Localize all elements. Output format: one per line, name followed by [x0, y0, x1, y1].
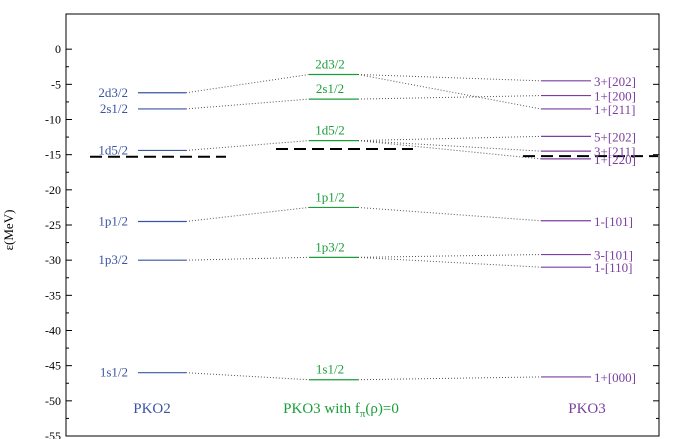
y-tick-label: 0	[55, 42, 61, 56]
column-label-PKO3_fpi0: PKO3 with fπ(ρ)=0	[283, 401, 399, 420]
level-label: 5+[202]	[594, 129, 636, 144]
fermi-lines	[90, 148, 658, 158]
level-label: 1d5/2	[98, 142, 128, 157]
y-tick-label: -50	[45, 394, 61, 408]
level-connector	[185, 140, 310, 151]
level-connector	[357, 95, 542, 100]
y-tick-label: -20	[45, 183, 61, 197]
level-label: 2s1/2	[100, 101, 128, 116]
level-connector	[357, 140, 542, 160]
y-tick-label: -5	[51, 77, 61, 91]
level-connector	[357, 73, 542, 110]
level-connector	[357, 140, 542, 152]
level-label: 3-[101]	[594, 248, 633, 263]
level-label: 1p1/2	[315, 189, 345, 204]
level-label: 3+[211]	[594, 144, 636, 159]
column-label-subscript: π	[360, 408, 366, 420]
level-connector	[357, 135, 542, 142]
y-tick-label: -15	[45, 148, 61, 162]
level-label: 1p3/2	[98, 252, 128, 267]
column-label-PKO3: PKO3	[568, 401, 606, 417]
level-connector	[357, 256, 542, 268]
level-connector	[357, 73, 542, 82]
level-label: 1d5/2	[315, 123, 345, 138]
level-label: 1p1/2	[98, 213, 128, 228]
level-label: 2d3/2	[98, 85, 128, 100]
y-tick-label: -10	[45, 113, 61, 127]
y-tick-label: -25	[45, 218, 61, 232]
level-label: 1-[110]	[594, 260, 633, 275]
energy-levels	[138, 73, 591, 381]
level-connector	[357, 254, 542, 258]
column-label-tail: (ρ)=0	[365, 401, 398, 417]
level-connector	[185, 256, 310, 261]
level-connector	[185, 206, 310, 222]
y-tick-label: -30	[45, 253, 61, 267]
level-label: 2d3/2	[315, 56, 345, 71]
level-label: 1+[000]	[594, 370, 636, 385]
level-connector	[185, 372, 310, 381]
level-label: 1s1/2	[100, 365, 128, 380]
level-label: 3+[202]	[594, 74, 636, 89]
y-axis-ticks: 0 -5 -10 -15 -20 -25 -30 -35 -40 -45 -50 -55	[45, 42, 659, 439]
y-tick-label: -55	[45, 429, 61, 439]
level-labels: 2d3/22s1/21d5/21p1/21p3/21s1/22d3/22s1/2…	[98, 56, 636, 384]
level-connector	[357, 376, 542, 381]
level-label: 1+[220]	[594, 152, 636, 167]
y-tick-label: -45	[45, 359, 61, 373]
y-axis-label: ε(MeV)	[1, 210, 16, 251]
level-label: 1+[211]	[594, 102, 636, 117]
level-label: 1-[101]	[594, 214, 633, 229]
level-label: 2s1/2	[316, 81, 344, 96]
level-label: 1p3/2	[315, 239, 345, 254]
level-connector	[185, 98, 310, 110]
column-labels: PKO2 PKO3 with fπ(ρ)=0 PKO3	[133, 401, 606, 420]
column-label-main: PKO3 with f	[283, 401, 360, 417]
level-connector	[185, 73, 310, 94]
y-tick-label: -35	[45, 288, 61, 302]
level-connector	[357, 206, 542, 222]
connector-lines	[185, 73, 542, 381]
level-label: 1s1/2	[316, 362, 344, 377]
column-label-PKO2: PKO2	[133, 401, 171, 417]
y-tick-label: -40	[45, 324, 61, 338]
level-label: 1+[200]	[594, 89, 636, 104]
